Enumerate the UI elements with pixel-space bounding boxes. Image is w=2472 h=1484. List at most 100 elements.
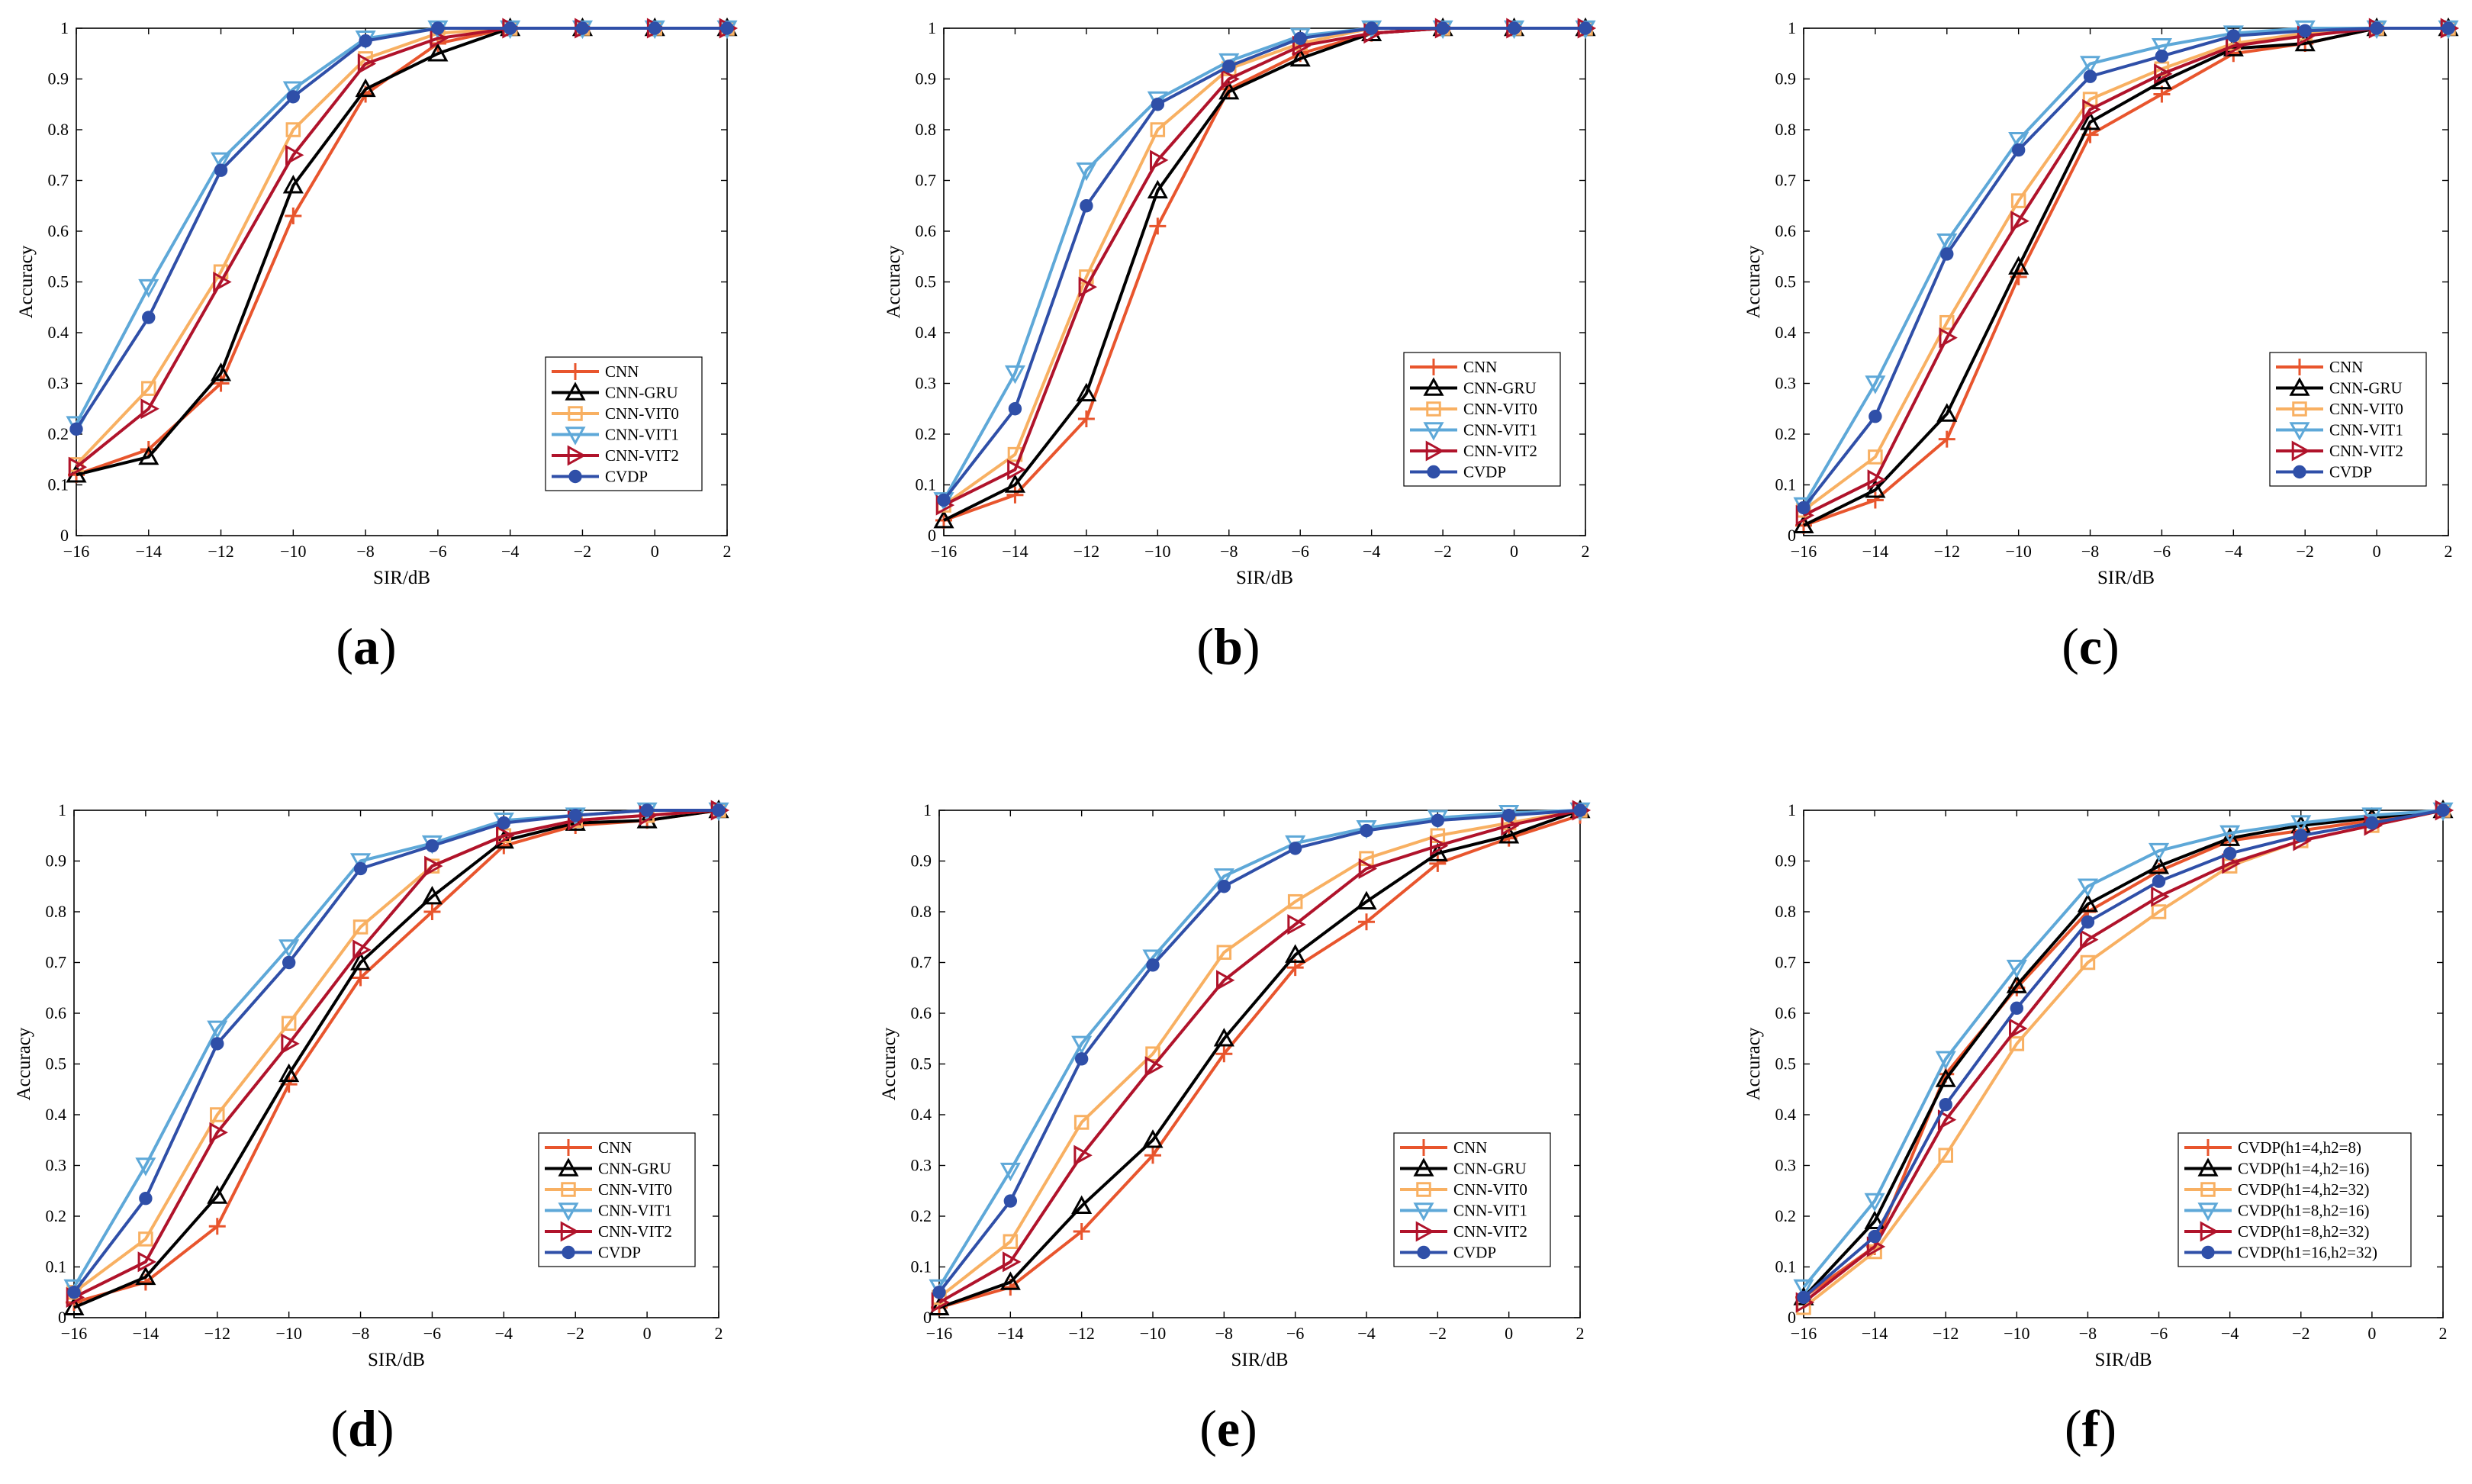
data-point — [1149, 217, 1167, 235]
chart-panel: −16 −14 −12 −10 −8 −6 −4 −2 0 2 0 0.1 0.2 0.3 0.4 0.5 0.… — [884, 17, 1597, 675]
data-point — [1864, 1193, 1885, 1212]
x-axis-title: SIR/dB — [2097, 568, 2155, 588]
data-point — [1358, 858, 1378, 880]
legend-label: CNN-GRU — [1463, 379, 1537, 398]
series-line — [1802, 809, 2444, 1304]
x-tick-label: −6 — [1292, 542, 1309, 561]
y-tick-label: 0.7 — [1775, 171, 1797, 190]
data-point — [568, 808, 582, 822]
data-point — [67, 1286, 81, 1299]
data-point — [137, 1251, 156, 1273]
x-tick-label: −12 — [204, 1324, 230, 1343]
data-point — [281, 1016, 297, 1032]
data-point — [213, 271, 232, 293]
series-line — [938, 809, 1581, 1299]
legend-label: CNN-VIT2 — [2329, 442, 2403, 460]
data-point — [2154, 63, 2173, 85]
series-line — [938, 809, 1581, 1304]
data-point — [1935, 1068, 1956, 1087]
y-tick-label: 0.5 — [916, 272, 937, 291]
legend-label: CVDP(h1=8,h2=16) — [2238, 1202, 2369, 1220]
legend-box — [545, 356, 703, 491]
series-line — [938, 809, 1581, 1309]
data-point — [2009, 1018, 2028, 1039]
y-tick-label: 0.6 — [1775, 1003, 1797, 1022]
data-point — [1073, 1222, 1090, 1240]
data-point — [2010, 211, 2029, 232]
data-point — [135, 1157, 156, 1177]
data-point — [1936, 403, 1958, 422]
data-point — [138, 278, 159, 298]
y-tick-label: 0.2 — [46, 1206, 67, 1225]
data-point — [1358, 913, 1375, 931]
y-tick-label: 0 — [928, 526, 936, 545]
data-point — [211, 152, 232, 171]
series-line — [1802, 809, 2444, 1299]
legend-marker — [2289, 377, 2310, 396]
legend-label: CVDP(h1=16,h2=32) — [2238, 1244, 2377, 1262]
y-tick-label: 0.3 — [48, 374, 69, 393]
y-tick-label: 0.4 — [916, 323, 937, 342]
x-tick-label: 0 — [643, 1324, 652, 1343]
data-point — [2155, 49, 2169, 63]
data-point — [1938, 430, 1955, 448]
data-point — [140, 398, 159, 420]
data-point — [2151, 904, 2167, 919]
data-point — [933, 509, 954, 529]
data-point — [999, 1271, 1021, 1290]
y-tick-label: 0.6 — [916, 221, 937, 240]
data-point — [2011, 143, 2026, 157]
data-point — [1289, 47, 1311, 67]
data-point — [1213, 868, 1234, 887]
data-point — [1498, 825, 1520, 844]
data-point — [1293, 31, 1307, 45]
data-point — [2077, 893, 2098, 913]
y-tick-label: 0.2 — [916, 424, 937, 443]
data-point — [2080, 954, 2096, 971]
legend-marker — [568, 406, 583, 421]
y-tick-label: 1 — [1788, 800, 1796, 819]
data-point — [1073, 1144, 1093, 1166]
y-axis-title: Accuracy — [1743, 1027, 1764, 1100]
x-tick-label: −4 — [2225, 542, 2242, 561]
data-point — [210, 1107, 225, 1122]
legend-label: CNN-VIT1 — [1453, 1202, 1527, 1220]
data-point — [207, 1185, 228, 1204]
x-tick-label: −8 — [1215, 1324, 1233, 1343]
legend-label: CNN-GRU — [598, 1160, 671, 1178]
panel-label: (a) — [336, 617, 396, 675]
series-line — [938, 813, 1581, 1309]
legend-label: CVDP(h1=4,h2=16) — [2238, 1160, 2369, 1178]
data-point — [929, 1296, 950, 1315]
data-point — [142, 311, 156, 324]
legend-marker — [1413, 1202, 1434, 1222]
data-point — [2010, 1001, 2024, 1016]
legend-marker — [2200, 1182, 2216, 1197]
series-line — [75, 27, 727, 430]
chart-panel: −16 −14 −12 −10 −8 −6 −4 −2 0 2 0 0.1 0.2 0.3 0.4 0.5 0.… — [1743, 799, 2454, 1457]
data-point — [135, 1266, 156, 1286]
panel-label: (e) — [1199, 1399, 1257, 1457]
series-line — [1802, 809, 2444, 1299]
data-point — [1793, 514, 1814, 533]
data-point — [2006, 974, 2027, 993]
legend-label: CNN-VIT2 — [1463, 442, 1537, 460]
data-point — [1287, 914, 1306, 935]
data-point — [1430, 835, 1449, 857]
y-tick-label: 0.8 — [1775, 902, 1797, 921]
data-point — [278, 939, 300, 958]
data-point — [350, 853, 372, 872]
x-tick-label: −6 — [429, 542, 446, 561]
y-tick-label: 0.6 — [911, 1003, 932, 1022]
y-tick-label: 0.1 — [46, 1257, 67, 1276]
y-tick-label: 0.4 — [1775, 1105, 1797, 1124]
data-point — [712, 803, 726, 817]
data-point — [1865, 375, 1886, 394]
x-tick-label: −2 — [2297, 542, 2314, 561]
data-point — [1003, 1194, 1018, 1208]
data-point — [1939, 1098, 1952, 1112]
data-point — [359, 34, 372, 48]
x-tick-label: −10 — [2005, 542, 2031, 561]
data-point — [282, 175, 304, 194]
x-tick-label: −8 — [2079, 1324, 2097, 1343]
